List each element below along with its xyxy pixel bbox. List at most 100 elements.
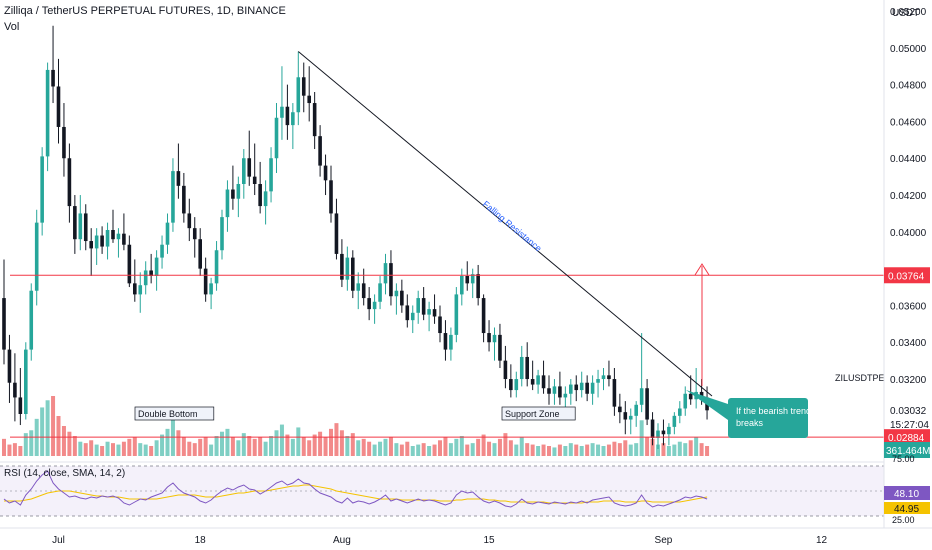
candle-body — [569, 384, 573, 394]
volume-bar — [487, 441, 492, 456]
candle-body — [628, 415, 633, 420]
callout-text-line1: If the bearish trend — [736, 406, 811, 416]
volume-bar — [448, 443, 453, 456]
volume-bar — [645, 437, 650, 456]
volume-bar — [339, 430, 344, 456]
double-bottom-label-box — [134, 406, 215, 421]
price-tick-label: 0.04600 — [890, 117, 927, 128]
volume-bar — [100, 446, 105, 456]
volume-bar — [7, 444, 12, 456]
volume-bar — [661, 443, 666, 456]
candle-body — [56, 86, 61, 127]
candle-body — [192, 228, 197, 240]
candle-body — [133, 283, 137, 295]
candle-body — [29, 290, 34, 350]
candle-body — [596, 379, 600, 383]
candle-body — [400, 290, 404, 306]
volume-bar — [683, 443, 688, 456]
support-zone-label: Support Zone — [505, 409, 560, 419]
volume-bar — [514, 444, 519, 456]
rsi-value-label: 48.10 — [894, 489, 919, 500]
volume-bar — [301, 437, 306, 456]
time-tick-label: Sep — [655, 535, 673, 546]
price-tick-label: 0.05000 — [890, 44, 927, 55]
rsi-line — [3, 470, 708, 508]
time-tick-label: Aug — [333, 535, 351, 546]
candle-body — [645, 388, 649, 420]
volume-bar — [672, 444, 677, 456]
volume-bar — [552, 447, 557, 456]
volume-bar — [470, 443, 475, 456]
candle-body — [285, 106, 290, 126]
candle-body — [367, 298, 371, 310]
candle-body — [323, 165, 328, 181]
volume-bar — [356, 440, 361, 456]
level-price-label: 0.03764 — [888, 271, 925, 282]
volume-bar — [61, 426, 66, 456]
candle-body — [105, 230, 110, 247]
candle-body — [661, 430, 666, 435]
volume-bar — [181, 437, 186, 456]
candle-body — [618, 406, 622, 413]
candle-body — [601, 375, 606, 380]
volume-bar — [187, 441, 192, 456]
candle-body — [280, 106, 284, 118]
price-tick-label: 0.04200 — [890, 191, 927, 202]
candle-body — [470, 274, 475, 284]
candle-body — [13, 382, 17, 398]
volume-bar — [492, 443, 497, 456]
candle-body — [383, 263, 388, 284]
volume-bar — [160, 434, 165, 456]
candle-body — [45, 69, 50, 157]
candle-body — [100, 235, 104, 247]
volume-bar — [677, 441, 682, 456]
volume-bar — [585, 444, 590, 456]
volume-bar — [372, 444, 377, 456]
candle-body — [514, 379, 519, 391]
candle-body — [656, 430, 660, 438]
volume-bar — [329, 428, 333, 456]
level-price-label: 0.02884 — [888, 433, 925, 444]
volume-bar — [410, 446, 415, 456]
volume-bar — [12, 443, 17, 456]
volume-bar — [89, 440, 94, 456]
volume-value-tag — [884, 442, 930, 458]
candle-body — [67, 158, 72, 207]
volume-bar — [694, 437, 699, 456]
candle-body — [73, 206, 77, 240]
candle-body — [498, 334, 502, 361]
rsi-label: RSI (14, close, SMA, 14, 2) — [4, 468, 125, 479]
candle-body — [667, 426, 671, 435]
volume-bar — [40, 407, 45, 456]
candle-body — [541, 375, 546, 389]
volume-bar — [699, 443, 704, 456]
volume-bar — [579, 446, 584, 456]
volume-bar — [2, 438, 6, 456]
volume-bar — [454, 438, 459, 456]
candle-body — [361, 283, 366, 299]
volume-bar — [388, 437, 393, 456]
volume-bar — [307, 440, 312, 456]
candle-body — [187, 213, 192, 229]
candle-body — [678, 408, 682, 416]
volume-bar — [525, 443, 530, 456]
candle-body — [329, 180, 333, 214]
candle-body — [209, 283, 213, 295]
candle-body — [171, 171, 175, 223]
price-tick-label: 0.03600 — [890, 301, 927, 312]
candle-body — [590, 382, 595, 394]
volume-bar — [29, 430, 34, 456]
volume-bar — [143, 444, 148, 456]
volume-bar — [476, 438, 481, 456]
volume-bar — [111, 443, 115, 456]
volume-bar — [601, 446, 606, 456]
candle-body — [416, 298, 420, 313]
volume-bar — [639, 420, 644, 456]
volume-bar — [225, 428, 230, 456]
volume-bar — [427, 446, 432, 456]
candle-body — [127, 244, 132, 284]
volume-bar — [121, 441, 126, 456]
candle-body — [558, 386, 562, 398]
rsi-upper-tick: 75.00 — [892, 454, 915, 464]
